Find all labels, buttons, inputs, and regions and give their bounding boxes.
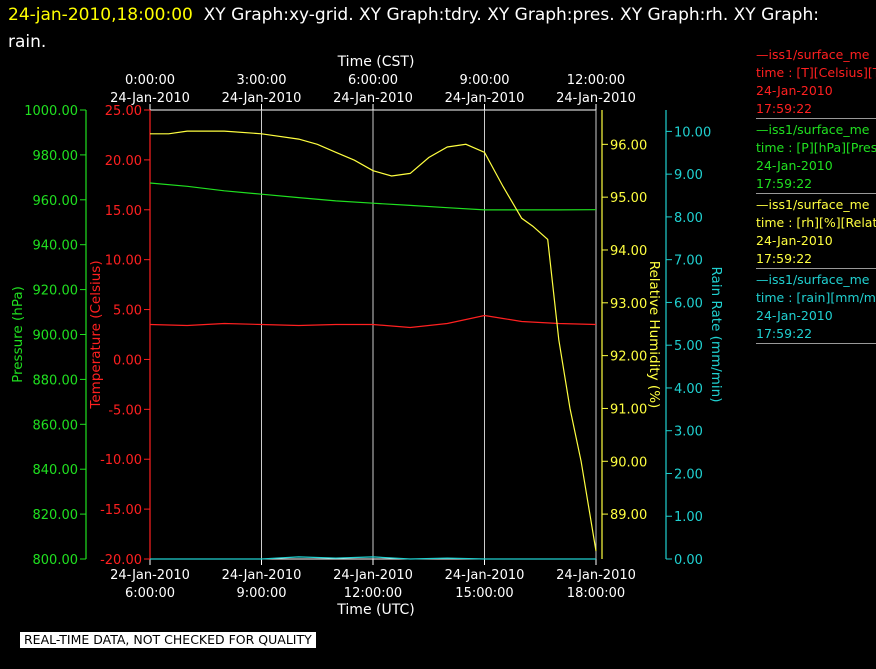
- pressure-tick-label: 880.00: [33, 373, 79, 388]
- x-top-axis-title: Time (CST): [337, 54, 415, 70]
- temperature-tick-label: -5.00: [108, 403, 142, 418]
- title-graph-list: XY Graph:xy-grid. XY Graph:tdry. XY Grap…: [8, 5, 819, 52]
- title-timestamp: 24-jan-2010,18:00:00: [8, 5, 193, 25]
- temperature-tick-label: 20.00: [105, 154, 142, 169]
- legend-line1: —iss1/surface_me: [756, 47, 870, 62]
- temperature-tick-label: 5.00: [113, 304, 142, 319]
- rh-series-line: [150, 130, 597, 552]
- rain-tick-label: 8.00: [674, 211, 703, 226]
- x-bottom-tick-label: 12:00:00: [344, 586, 402, 601]
- temperature-tick-label: 0.00: [113, 353, 142, 368]
- quality-warning: REAL-TIME DATA, NOT CHECKED FOR QUALITY: [20, 632, 316, 648]
- legend-line2: time : [P][hPa][Pres: [756, 140, 876, 155]
- pressure-tick-label: 980.00: [33, 149, 79, 164]
- pressure-tick-label: 900.00: [33, 329, 79, 344]
- x-top-tick-label: 24-Jan-2010: [445, 91, 525, 106]
- legend-date: 24-Jan-2010: [756, 308, 833, 323]
- rh-axis-title: Relative Humidity (%): [646, 261, 662, 409]
- pressure-tick-label: 840.00: [33, 463, 79, 478]
- legend-line2: time : [T][Celsius][T: [756, 65, 876, 80]
- x-bottom-tick-label: 6:00:00: [125, 586, 175, 601]
- rh-tick-label: 90.00: [610, 455, 647, 470]
- temperature-tick-label: -20.00: [100, 553, 142, 568]
- x-bottom-axis-title: Time (UTC): [336, 602, 414, 618]
- pressure-tick-label: 1000.00: [24, 104, 78, 119]
- rain-tick-label: 6.00: [674, 296, 703, 311]
- legend-time: 17:59:22: [756, 251, 813, 266]
- legend: —iss1/surface_me time : [T][Celsius][T 24-…: [756, 46, 876, 346]
- rain-tick-label: 4.00: [674, 382, 703, 397]
- pressure-tick-label: 800.00: [33, 553, 79, 568]
- legend-line2: time : [rh][%][Relati: [756, 215, 876, 230]
- rain-tick-label: 3.00: [674, 425, 703, 440]
- legend-time: 17:59:22: [756, 176, 813, 191]
- x-top-tick-label: 6:00:00: [348, 73, 398, 88]
- rain-tick-label: 10.00: [674, 125, 711, 140]
- legend-date: 24-Jan-2010: [756, 233, 833, 248]
- rain-tick-label: 1.00: [674, 510, 703, 525]
- temperature-series-line: [149, 314, 597, 329]
- x-top-tick-label: 24-Jan-2010: [110, 91, 190, 106]
- x-bottom-tick-label: 24-Jan-2010: [110, 568, 190, 583]
- pressure-tick-label: 820.00: [33, 508, 79, 523]
- legend-line1: —iss1/surface_me: [756, 272, 870, 287]
- rain-tick-label: 0.00: [674, 553, 703, 568]
- temperature-tick-label: 15.00: [105, 204, 142, 219]
- pressure-series-line: [149, 182, 597, 211]
- x-top-tick-label: 24-Jan-2010: [222, 91, 302, 106]
- rain-axis-title: Rain Rate (mm/min): [708, 266, 724, 402]
- x-bottom-tick-label: 24-Jan-2010: [333, 568, 413, 583]
- x-bottom-tick-label: 24-Jan-2010: [556, 568, 636, 583]
- rain-tick-label: 5.00: [674, 339, 703, 354]
- temperature-tick-label: -10.00: [100, 453, 142, 468]
- x-top-tick-label: 12:00:00: [567, 73, 625, 88]
- temperature-axis-title: Temperature (Celsius): [88, 260, 104, 409]
- x-top-tick-label: 9:00:00: [459, 73, 509, 88]
- rain-tick-label: 2.00: [674, 467, 703, 482]
- rh-tick-label: 95.00: [610, 191, 647, 206]
- rh-tick-label: 94.00: [610, 244, 647, 259]
- x-bottom-tick-label: 24-Jan-2010: [222, 568, 302, 583]
- x-bottom-tick-label: 24-Jan-2010: [445, 568, 525, 583]
- temperature-tick-label: -15.00: [100, 503, 142, 518]
- rain-tick-label: 7.00: [674, 254, 703, 269]
- legend-line2: time : [rain][mm/min: [756, 290, 876, 305]
- x-bottom-tick-label: 18:00:00: [567, 586, 625, 601]
- rh-tick-label: 91.00: [610, 402, 647, 417]
- rh-tick-label: 96.00: [610, 138, 647, 153]
- legend-date: 24-Jan-2010: [756, 158, 833, 173]
- legend-time: 17:59:22: [756, 326, 813, 341]
- rh-tick-label: 92.00: [610, 350, 647, 365]
- rh-tick-label: 89.00: [610, 508, 647, 523]
- legend-line1: —iss1/surface_me: [756, 122, 870, 137]
- pressure-tick-label: 860.00: [33, 418, 79, 433]
- rain-series-line: [150, 556, 596, 560]
- temperature-tick-label: 10.00: [105, 254, 142, 269]
- rh-tick-label: 93.00: [610, 297, 647, 312]
- pressure-axis-title: Pressure (hPa): [10, 286, 26, 383]
- x-top-tick-label: 3:00:00: [236, 73, 286, 88]
- legend-date: 24-Jan-2010: [756, 83, 833, 98]
- x-top-tick-label: 24-Jan-2010: [333, 91, 413, 106]
- page-title: 24-jan-2010,18:00:00 XY Graph:xy-grid. X…: [8, 2, 858, 56]
- pressure-tick-label: 920.00: [33, 284, 79, 299]
- temperature-tick-label: 25.00: [105, 104, 142, 119]
- x-bottom-tick-label: 15:00:00: [455, 586, 513, 601]
- x-top-tick-label: 0:00:00: [125, 73, 175, 88]
- x-bottom-tick-label: 9:00:00: [236, 586, 286, 601]
- x-top-tick-label: 24-Jan-2010: [556, 91, 636, 106]
- legend-time: 17:59:22: [756, 101, 813, 116]
- rain-tick-label: 9.00: [674, 168, 703, 183]
- pressure-tick-label: 960.00: [33, 194, 79, 209]
- pressure-tick-label: 940.00: [33, 239, 79, 254]
- legend-line1: —iss1/surface_me: [756, 197, 870, 212]
